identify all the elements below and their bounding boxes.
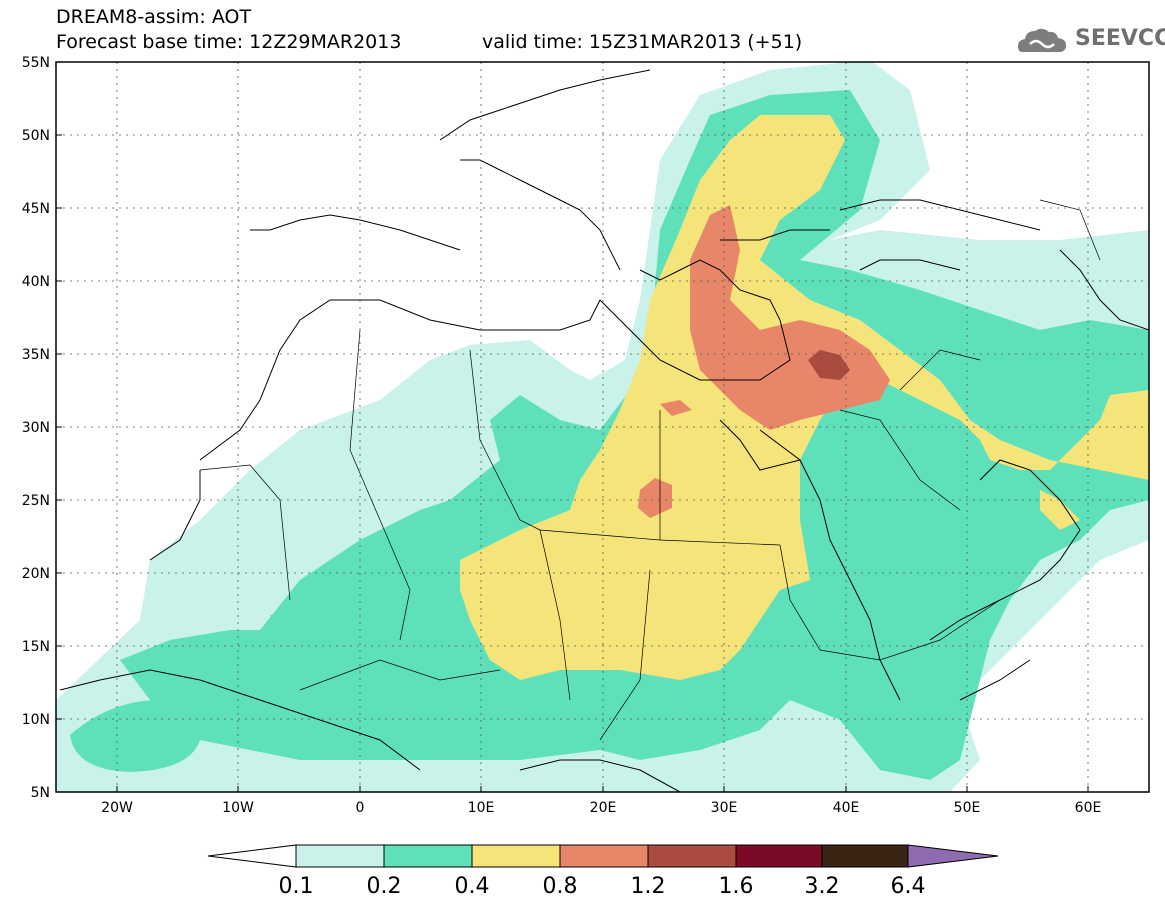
colorbar-label: 3.2	[805, 874, 840, 899]
lat-label: 55N	[22, 55, 50, 71]
lat-label: 25N	[22, 493, 50, 509]
valid-time: valid time: 15Z31MAR2013 (+51)	[482, 31, 803, 53]
logo-text: SEEVCCC	[1075, 26, 1165, 51]
lon-label: 60E	[1075, 800, 1102, 816]
colorbar-label: 1.2	[631, 874, 666, 899]
colorbar-swatch	[295, 844, 385, 868]
lon-label: 50E	[954, 800, 981, 816]
lon-label: 20E	[590, 800, 617, 816]
colorbar-label: 1.6	[719, 874, 754, 899]
colorbar-swatch	[821, 844, 909, 868]
colorbar-swatch	[647, 844, 737, 868]
axis-ticks	[56, 61, 1089, 793]
lat-label: 5N	[31, 785, 50, 801]
colorbar-under-arrow	[207, 844, 297, 868]
map-title: DREAM8-assim: AOT	[56, 6, 252, 28]
lat-label: 10N	[22, 712, 50, 728]
colorbar-swatch	[471, 844, 561, 868]
colorbar-swatch	[559, 844, 649, 868]
lat-label: 20N	[22, 566, 50, 582]
colorbar-labels: 0.1 0.2 0.4 0.8 1.2 1.6 3.2 6.4	[279, 874, 926, 899]
lat-label: 15N	[22, 639, 50, 655]
longitude-labels: 20W 10W 0 10E 20E 30E 40E 50E 60E	[101, 800, 1101, 816]
lon-label: 20W	[101, 800, 133, 816]
lat-label: 40N	[22, 274, 50, 290]
forecast-base-time: Forecast base time: 12Z29MAR2013	[56, 31, 402, 53]
colorbar-label: 0.4	[455, 874, 490, 899]
colorbar-label: 0.2	[367, 874, 402, 899]
coastlines	[59, 69, 1149, 792]
lat-label: 35N	[22, 347, 50, 363]
cloud-logo-icon	[1018, 28, 1066, 52]
colorbar-over-arrow	[907, 844, 999, 868]
country-borders	[199, 199, 1101, 741]
colorbar-swatch	[735, 844, 823, 868]
latitude-labels: 55N 50N 45N 40N 35N 30N 25N 20N 15N 10N …	[22, 55, 50, 801]
colorbar-label: 0.8	[543, 874, 578, 899]
colorbar-swatch	[383, 844, 473, 868]
lon-label: 0	[356, 800, 365, 816]
lat-label: 50N	[22, 128, 50, 144]
colorbar-label: 6.4	[891, 874, 926, 899]
lat-label: 45N	[22, 201, 50, 217]
aot-contour-1.2	[808, 350, 850, 380]
lon-label: 40E	[833, 800, 860, 816]
lat-label: 30N	[22, 420, 50, 436]
lon-label: 10E	[468, 800, 495, 816]
colorbar-label: 0.1	[279, 874, 314, 899]
lon-label: 30E	[711, 800, 738, 816]
lon-label: 10W	[222, 800, 254, 816]
lat-lon-grid	[56, 62, 1149, 792]
colorbar	[207, 844, 999, 868]
